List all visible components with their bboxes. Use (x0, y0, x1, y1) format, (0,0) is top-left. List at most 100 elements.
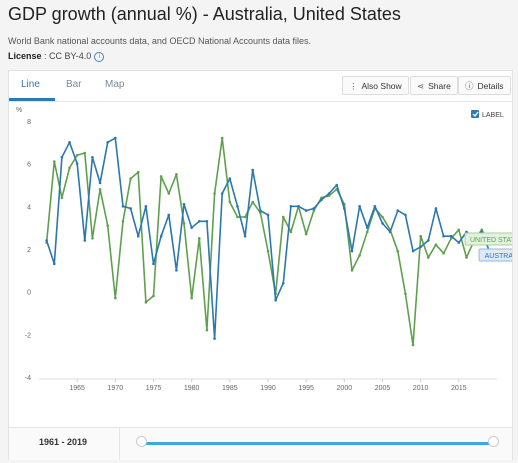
label-toggle-text: LABEL (482, 112, 504, 119)
united-states-data-point (106, 224, 109, 227)
united-states-data-point (465, 256, 468, 259)
australia-label-box (478, 248, 512, 262)
australia-data-point (91, 155, 94, 159)
australia-data-point (52, 262, 56, 266)
x-tick-label: 2000 (337, 385, 353, 392)
details-button[interactable]: ⓘ Details (458, 76, 511, 95)
united-states-data-point (358, 254, 361, 257)
united-states-data-point (251, 200, 255, 204)
y-tick-label: 4 (27, 204, 31, 211)
checkmark-icon (472, 111, 479, 117)
united-states-data-point (427, 256, 430, 259)
share-button[interactable]: ⋖ Share (410, 76, 458, 95)
australia-data-point (449, 234, 453, 238)
australia-data-point (442, 234, 445, 238)
australia-data-point (175, 269, 178, 272)
united-states-data-point (411, 343, 415, 347)
australia-data-point (144, 205, 148, 208)
slider-end-handle[interactable] (488, 436, 499, 447)
australia-data-point (365, 226, 369, 229)
australia-data-point (259, 209, 262, 212)
united-states-data-point (205, 328, 209, 332)
active-tab-indicator (9, 98, 55, 101)
united-states-data-point (60, 196, 64, 200)
x-tick-label: 1975 (146, 385, 162, 392)
license-line: License : CC BY-4.0 i (8, 51, 105, 62)
united-states-data-point (457, 228, 461, 232)
share-icon: ⋖ (417, 81, 425, 91)
australia-data-point (381, 222, 384, 225)
australia-data-point (190, 226, 193, 229)
united-states-data-point (236, 215, 239, 219)
page-subtitle: World Bank national accounts data, and O… (8, 36, 312, 46)
australia-data-point (198, 219, 201, 223)
australia-data-point (350, 249, 354, 253)
united-states-data-point (190, 296, 193, 300)
tab-bar[interactable]: Bar (66, 79, 82, 90)
details-label: Details (477, 81, 504, 91)
license-value: : CC BY-4.0 (41, 51, 92, 61)
united-states-data-point (404, 292, 407, 296)
united-states-series-line (45, 137, 491, 346)
united-states-data-point (434, 243, 438, 247)
united-states-data-point (281, 215, 285, 219)
slider-start-handle[interactable] (136, 436, 147, 447)
united-states-data-point (396, 249, 400, 253)
y-tick-label: 2 (27, 247, 31, 254)
united-states-data-point (312, 209, 316, 212)
united-states-data-point (442, 251, 445, 255)
y-tick-label: -2 (25, 332, 31, 339)
united-states-data-point (365, 230, 369, 234)
australia-data-point (281, 281, 285, 285)
x-tick-label: 2015 (451, 385, 467, 392)
australia-data-point (297, 205, 300, 208)
x-tick-label: 1990 (260, 385, 276, 392)
also-show-button[interactable]: ⋮ Also Show (342, 76, 409, 95)
australia-data-point (373, 205, 377, 208)
australia-data-point (327, 192, 331, 195)
australia-data-point (388, 230, 392, 234)
united-states-data-point (167, 192, 171, 195)
australia-data-point (159, 234, 163, 238)
tab-line[interactable]: Line (21, 79, 40, 90)
label-checkbox[interactable] (471, 110, 479, 118)
united-states-data-point (98, 187, 102, 191)
vertical-dots-icon: ⋮ (349, 81, 358, 91)
tab-map[interactable]: Map (105, 79, 125, 90)
chart-card: Line Bar Map ⋮ Also Show ⋖ Share ⓘ Details … (8, 70, 513, 460)
australia-data-point (167, 213, 171, 217)
y-tick-label: 8 (27, 119, 31, 126)
australia-data-point (343, 207, 346, 210)
united-states-data-point (480, 228, 484, 232)
y-axis-label: % (16, 107, 22, 114)
australia-data-point (228, 177, 232, 180)
australia-data-point (205, 219, 209, 223)
australia-data-point (136, 234, 140, 238)
united-states-data-point (381, 215, 384, 219)
x-tick-label: 1985 (222, 385, 238, 392)
y-tick-label: 0 (27, 290, 31, 297)
australia-data-point (411, 249, 415, 253)
united-states-data-point (419, 234, 422, 238)
united-states-data-point (114, 296, 117, 300)
australia-data-point (121, 205, 125, 208)
australia-data-point (434, 207, 438, 210)
info-circle-icon: ⓘ (465, 81, 474, 91)
australia-data-point (289, 205, 293, 208)
info-icon[interactable]: i (94, 51, 105, 62)
australia-series-line (45, 137, 491, 340)
united-states-data-point (144, 301, 148, 304)
australia-data-point (419, 245, 422, 249)
year-range-slider[interactable] (139, 442, 494, 445)
australia-data-point (274, 298, 277, 302)
united-states-data-point (350, 269, 354, 272)
chart-tabs: Line Bar Map ⋮ Also Show ⋖ Share ⓘ Details (9, 71, 512, 102)
united-states-data-point (91, 237, 94, 240)
united-states-data-point (198, 237, 201, 240)
united-states-series-label: UNITED STATES (470, 237, 512, 244)
australia-series-label: AUSTRALIA (485, 253, 512, 260)
australia-data-point (427, 239, 430, 242)
x-tick-label: 1970 (108, 385, 124, 392)
australia-data-point (60, 155, 64, 159)
x-tick-label: 2010 (413, 385, 429, 392)
